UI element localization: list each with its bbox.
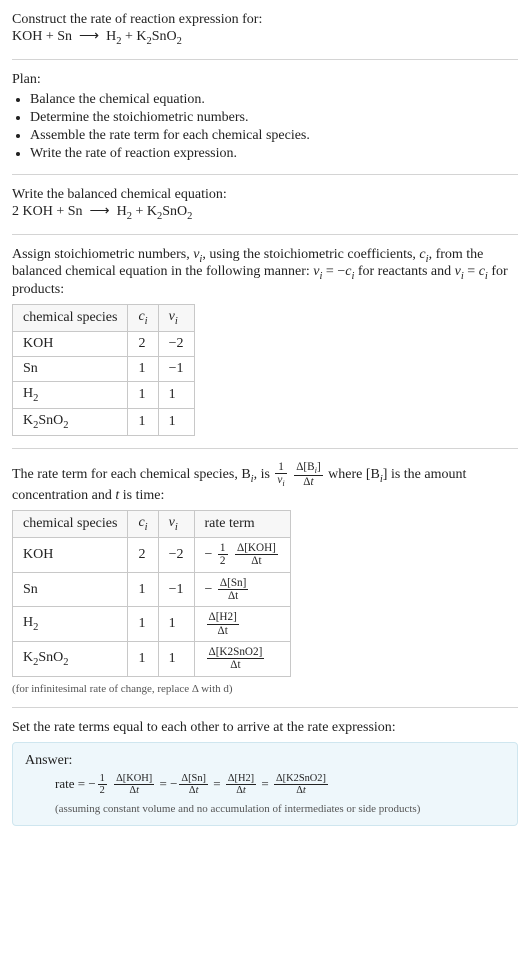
- rate-terms-table: chemical species ci νi rate term KOH 2 −…: [12, 510, 291, 676]
- frac-dBi-dt: Δ[Bi]Δt: [294, 461, 322, 489]
- rate-terms-note: (for infinitesimal rate of change, repla…: [12, 683, 518, 695]
- cell-rate-term: Δ[K2SnO2]Δt: [194, 642, 290, 677]
- cell-species: Sn: [13, 356, 128, 381]
- cell-rate-term: − Δ[Sn]Δt: [194, 572, 290, 607]
- plan-item: Assemble the rate term for each chemical…: [30, 128, 518, 144]
- cell-ci: 2: [128, 331, 158, 356]
- cell-rate-term: − 12 Δ[KOH]Δt: [194, 538, 290, 573]
- cell-ci: 1: [128, 642, 158, 677]
- problem-title: Construct the rate of reaction expressio…: [12, 12, 518, 28]
- cell-species: H2: [13, 381, 128, 408]
- divider: [12, 234, 518, 235]
- cell-nui: 1: [158, 642, 194, 677]
- balanced-equation: 2 KOH + Sn ⟶ H2 + K2SnO2: [12, 203, 518, 222]
- divider: [12, 448, 518, 449]
- divider: [12, 174, 518, 175]
- cell-species: Sn: [13, 572, 128, 607]
- cell-ci: 1: [128, 408, 158, 435]
- rate-terms-section: The rate term for each chemical species,…: [12, 461, 518, 695]
- plan-item: Determine the stoichiometric numbers.: [30, 110, 518, 126]
- cell-nui: −2: [158, 538, 194, 573]
- stoich-section: Assign stoichiometric numbers, νi, using…: [12, 247, 518, 436]
- stoich-table: chemical species ci νi KOH 2 −2 Sn 1 −1 …: [12, 304, 195, 435]
- cell-ci: 1: [128, 607, 158, 642]
- frac-1-over-nui: 1νi: [275, 461, 286, 489]
- final-intro: Set the rate terms equal to each other t…: [12, 720, 518, 736]
- cell-species: H2: [13, 607, 128, 642]
- col-nui: νi: [158, 305, 194, 332]
- problem-header: Construct the rate of reaction expressio…: [12, 12, 518, 47]
- divider: [12, 59, 518, 60]
- plan-title: Plan:: [12, 72, 518, 88]
- plan-list: Balance the chemical equation. Determine…: [12, 92, 518, 162]
- table-row: KOH 2 −2: [13, 331, 195, 356]
- answer-expression: rate = −12 Δ[KOH]Δt = −Δ[Sn]Δt = Δ[H2]Δt…: [25, 773, 505, 797]
- cell-ci: 1: [128, 381, 158, 408]
- cell-nui: −2: [158, 331, 194, 356]
- cell-rate-term: Δ[H2]Δt: [194, 607, 290, 642]
- cell-nui: −1: [158, 572, 194, 607]
- cell-nui: 1: [158, 408, 194, 435]
- rate-terms-intro: The rate term for each chemical species,…: [12, 461, 518, 505]
- col-nui: νi: [158, 511, 194, 538]
- answer-note: (assuming constant volume and no accumul…: [25, 803, 505, 815]
- final-section: Set the rate terms equal to each other t…: [12, 720, 518, 826]
- cell-nui: 1: [158, 607, 194, 642]
- plan-item: Balance the chemical equation.: [30, 92, 518, 108]
- cell-species: K2SnO2: [13, 642, 128, 677]
- cell-ci: 1: [128, 572, 158, 607]
- table-row: KOH 2 −2 − 12 Δ[KOH]Δt: [13, 538, 291, 573]
- table-header-row: chemical species ci νi rate term: [13, 511, 291, 538]
- answer-box: Answer: rate = −12 Δ[KOH]Δt = −Δ[Sn]Δt =…: [12, 742, 518, 826]
- divider: [12, 707, 518, 708]
- cell-species: KOH: [13, 331, 128, 356]
- balanced-section: Write the balanced chemical equation: 2 …: [12, 187, 518, 222]
- col-species: chemical species: [13, 511, 128, 538]
- balanced-title: Write the balanced chemical equation:: [12, 187, 518, 203]
- table-row: Sn 1 −1: [13, 356, 195, 381]
- cell-ci: 1: [128, 356, 158, 381]
- cell-nui: −1: [158, 356, 194, 381]
- cell-nui: 1: [158, 381, 194, 408]
- table-row: K2SnO2 1 1 Δ[K2SnO2]Δt: [13, 642, 291, 677]
- table-row: K2SnO2 1 1: [13, 408, 195, 435]
- problem-equation: KOH + Sn ⟶ H2 + K2SnO2: [12, 28, 518, 47]
- table-row: Sn 1 −1 − Δ[Sn]Δt: [13, 572, 291, 607]
- plan-section: Plan: Balance the chemical equation. Det…: [12, 72, 518, 162]
- table-row: H2 1 1 Δ[H2]Δt: [13, 607, 291, 642]
- table-header-row: chemical species ci νi: [13, 305, 195, 332]
- cell-species: K2SnO2: [13, 408, 128, 435]
- col-rate-term: rate term: [194, 511, 290, 538]
- table-row: H2 1 1: [13, 381, 195, 408]
- plan-item: Write the rate of reaction expression.: [30, 146, 518, 162]
- cell-species: KOH: [13, 538, 128, 573]
- col-species: chemical species: [13, 305, 128, 332]
- col-ci: ci: [128, 511, 158, 538]
- col-ci: ci: [128, 305, 158, 332]
- cell-ci: 2: [128, 538, 158, 573]
- stoich-intro: Assign stoichiometric numbers, νi, using…: [12, 247, 518, 299]
- answer-label: Answer:: [25, 753, 505, 769]
